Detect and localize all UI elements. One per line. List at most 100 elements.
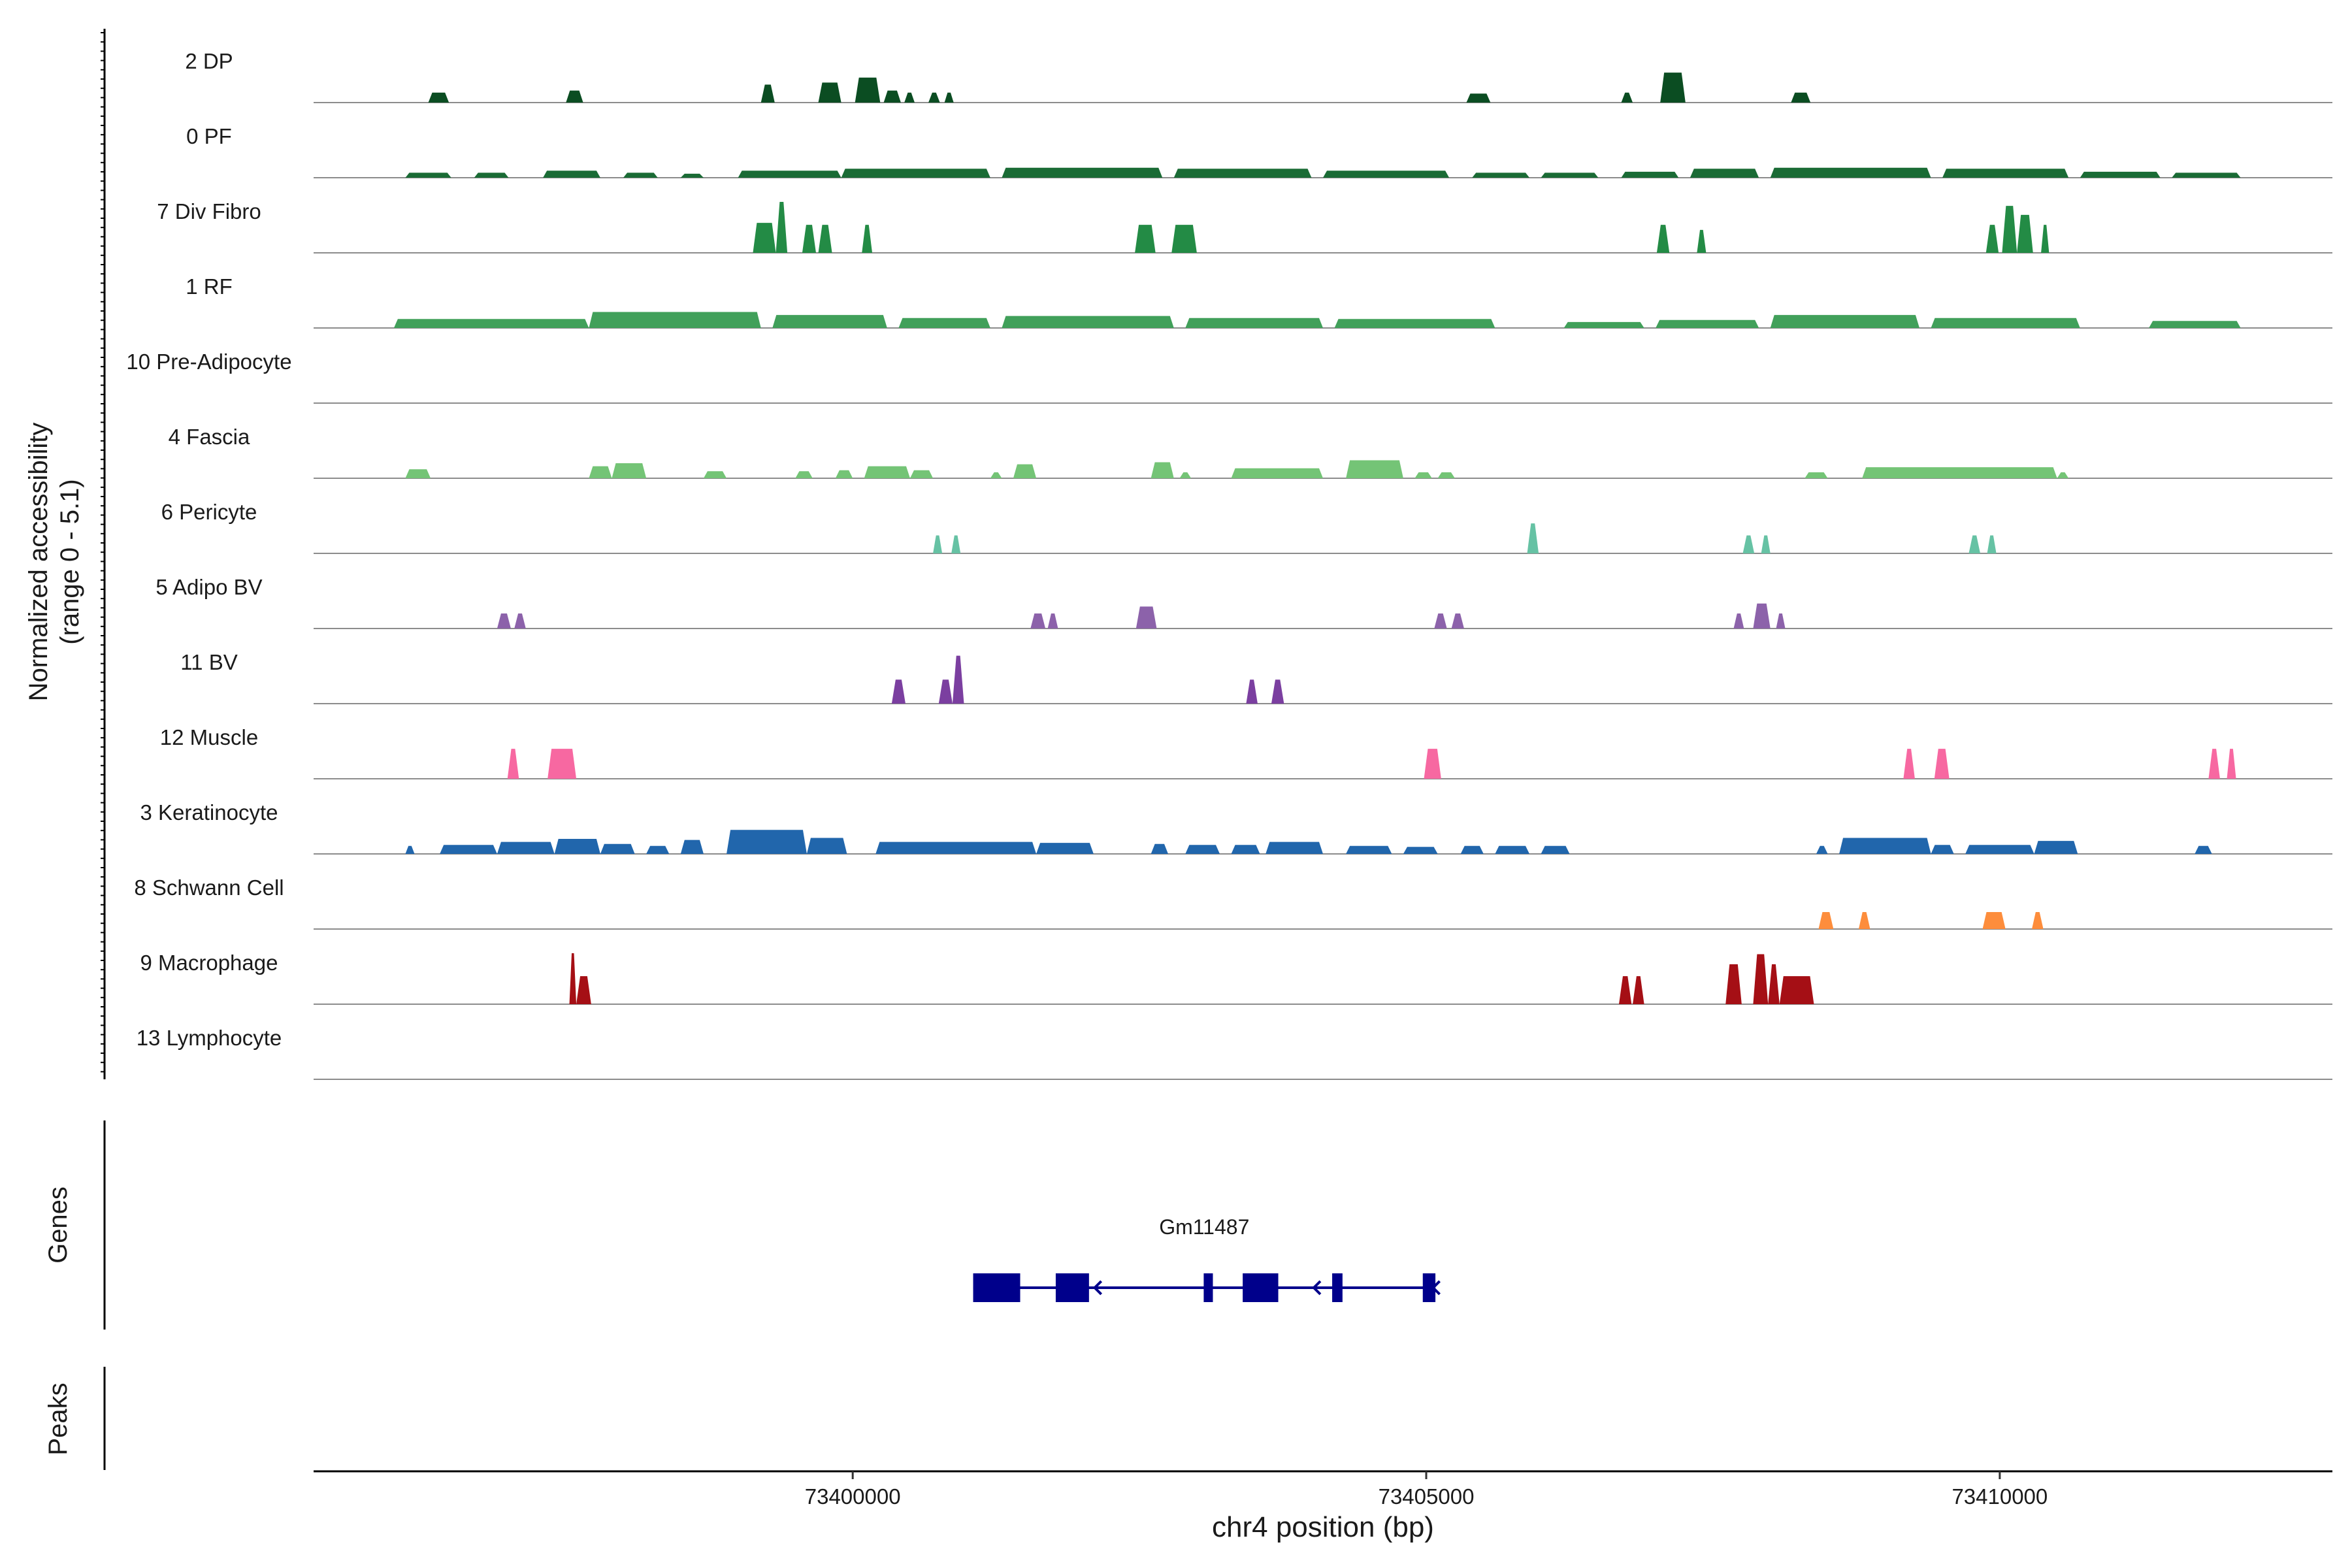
coverage-peak [1179,472,1192,478]
coverage-peak [566,90,583,103]
coverage-peak [1030,613,1046,629]
coverage-peak [1346,845,1392,854]
coverage-peak [1231,468,1323,478]
gene-exon [973,1273,1021,1302]
coverage-peak [1931,318,2080,328]
coverage-peak [474,172,509,178]
coverage-peak [1733,613,1744,629]
coverage-peak [623,172,658,178]
track-11: 8 Schwann Cell [134,875,2332,930]
coverage-peak [1135,225,1156,253]
coverage-peak [1002,167,1163,178]
x-tick-label: 73410000 [1952,1484,2048,1509]
coverage-peak [898,318,990,328]
coverage-peak [1931,845,1954,854]
coverage-peak [795,471,813,478]
coverage-peak [1437,472,1455,478]
coverage-peak [1403,847,1438,854]
coverage-peak [1334,319,1495,328]
coverage-peak [2149,321,2241,328]
coverage-peak [2041,225,2050,253]
coverage-peak [841,169,990,178]
track-9: 12 Muscle [160,725,2332,779]
coverage-peak [862,225,873,253]
track-label: 13 Lymphocyte [137,1026,282,1050]
gene-model [973,1273,1441,1302]
coverage-peak [569,953,577,1004]
coverage-peak [990,472,1002,478]
peaks-panel-label: Peaks [44,1382,73,1455]
coverage-peak [1346,460,1403,478]
track-4: 10 Pre-Adipocyte [126,350,2332,404]
coverage-peak [497,613,511,629]
coverage-peak [776,202,788,253]
coverage-peak [1903,749,1915,779]
coverage-peak [1541,172,1599,178]
coverage-peak [680,840,704,854]
track-label: 6 Pericyte [161,500,257,524]
coverage-peak [938,679,953,704]
coverage-peak [554,839,600,854]
track-label: 4 Fascia [169,425,250,449]
strand-arrow [1092,1280,1103,1296]
coverage-peak [1862,467,2057,478]
coverage-peak [600,843,635,854]
track-8: 11 BV [180,650,2332,704]
track-3: 1 RF [186,274,2332,329]
track-7: 5 Adipo BV [155,575,2332,629]
coverage-peak [1135,606,1157,629]
track-13: 13 Lymphocyte [137,1026,2332,1080]
track-label: 9 Macrophage [140,951,278,975]
genes-panel-label: Genes [44,1186,73,1264]
coverage-peak [738,171,841,178]
coverage-peak [1495,845,1530,854]
track-label: 7 Div Fibro [157,199,261,223]
coverage-peak [1527,523,1539,553]
coverage-peak [1173,169,1312,178]
coverage-peak [497,841,555,854]
gene-exon [1422,1273,1436,1302]
coverage-peak [2172,172,2241,178]
track-label: 2 DP [185,49,233,73]
y-axis-title-line2: (range 0 - 5.1) [56,479,84,644]
coverage-peak [933,535,943,553]
coverage-peak [405,172,451,178]
coverage-peak [1618,976,1632,1004]
coverage-peak [1791,92,1811,103]
x-axis: 73400000 73405000 73410000 chr4 position (… [314,1470,2332,1543]
track-1: 0 PF [186,124,2332,178]
coverage-peak [864,466,910,478]
coverage-peak [1451,613,1464,629]
coverage-y-axis [101,29,106,1079]
coverage-peak [703,471,727,478]
coverage-peak [952,655,964,704]
coverage-peak [1434,613,1447,629]
coverage-peak [1742,535,1755,553]
coverage-peak [547,749,577,779]
track-label: 3 Keratinocyte [140,800,278,825]
coverage-peak [507,749,519,779]
coverage-peak [1185,845,1220,854]
coverage-peak [2080,171,2161,178]
track-label: 8 Schwann Cell [134,875,284,900]
coverage-peak [1151,462,1174,478]
coverage-peak [753,223,776,253]
coverage-peak [1656,319,1759,328]
coverage-peak [909,470,934,478]
coverage-peak [1171,225,1197,253]
coverage-peak [612,463,647,478]
strand-arrow [1312,1280,1322,1296]
coverage-peak [2057,472,2069,478]
coverage-peak [1633,976,1644,1004]
coverage-peak [1805,472,1828,478]
coverage-peak [1472,172,1530,178]
coverage-peak [904,92,915,103]
x-tick-label: 73400000 [805,1484,901,1509]
coverage-peak [1818,912,1834,929]
coverage-peak [1246,679,1258,704]
coverage-peak [589,466,612,478]
coverage-peak [1621,171,1679,178]
x-axis-ticks: 73400000 73405000 73410000 [805,1471,2048,1509]
coverage-peak [1266,841,1323,854]
